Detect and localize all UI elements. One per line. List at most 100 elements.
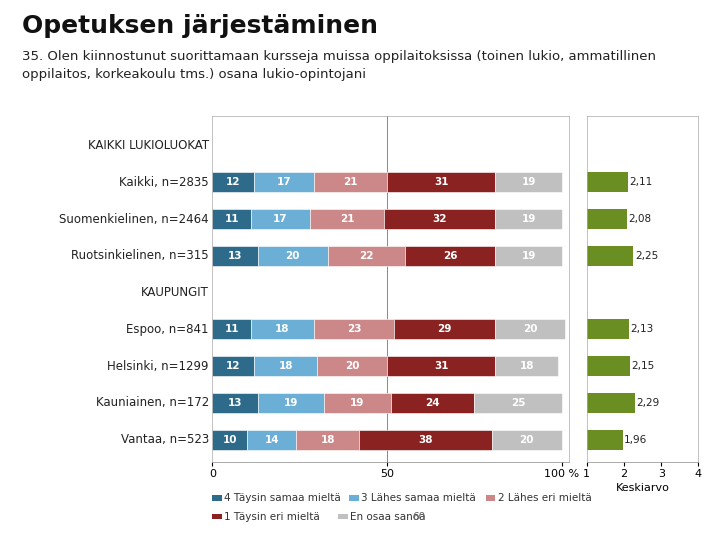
Text: 24: 24	[426, 398, 440, 408]
Bar	[212, 172, 254, 192]
Bar	[587, 246, 634, 266]
Bar	[258, 393, 324, 413]
Text: 4 Täysin samaa mieltä: 4 Täysin samaa mieltä	[224, 493, 341, 503]
Text: 26: 26	[443, 251, 457, 261]
Text: 31: 31	[434, 177, 449, 187]
Text: 12: 12	[226, 177, 240, 187]
Bar	[587, 393, 635, 413]
Bar	[587, 209, 627, 229]
Bar	[296, 429, 359, 450]
Text: 3 Lähes samaa mieltä: 3 Lähes samaa mieltä	[361, 493, 475, 503]
Text: 19: 19	[521, 214, 536, 224]
Text: Suomenkielinen, n=2464: Suomenkielinen, n=2464	[59, 213, 209, 226]
Bar	[212, 356, 254, 376]
Bar	[405, 246, 495, 266]
Bar	[212, 246, 258, 266]
Bar	[495, 172, 562, 192]
Bar	[384, 209, 495, 229]
Bar	[495, 209, 562, 229]
Text: Espoo, n=841: Espoo, n=841	[127, 323, 209, 336]
Bar	[248, 429, 296, 450]
Bar	[251, 209, 310, 229]
Bar	[254, 172, 314, 192]
Bar	[212, 429, 248, 450]
Text: Helsinki, n=1299: Helsinki, n=1299	[107, 360, 209, 373]
Bar	[314, 319, 394, 340]
Text: 11: 11	[225, 325, 239, 334]
Bar	[314, 172, 387, 192]
Text: 2,13: 2,13	[630, 325, 654, 334]
Bar	[495, 319, 565, 340]
Text: 20: 20	[520, 435, 534, 444]
Text: 10: 10	[222, 435, 237, 444]
Text: 11: 11	[225, 214, 239, 224]
Bar	[328, 246, 405, 266]
Text: 23: 23	[346, 325, 361, 334]
Bar	[492, 429, 562, 450]
Text: Vantaa, n=523: Vantaa, n=523	[121, 433, 209, 446]
Bar	[310, 209, 384, 229]
Bar	[212, 209, 251, 229]
Text: 19: 19	[521, 251, 536, 261]
X-axis label: Keskiarvo: Keskiarvo	[616, 483, 670, 493]
Bar	[251, 319, 314, 340]
Text: 18: 18	[275, 325, 289, 334]
Bar	[587, 172, 628, 192]
Bar	[359, 429, 492, 450]
Text: 20: 20	[523, 325, 538, 334]
Bar	[212, 393, 258, 413]
Text: 35. Olen kiinnostunut suorittamaan kursseja muissa oppilaitoksissa (toinen lukio: 35. Olen kiinnostunut suorittamaan kurss…	[22, 50, 656, 80]
Text: 60: 60	[412, 511, 425, 522]
Text: 2,29: 2,29	[636, 398, 660, 408]
Bar	[587, 429, 623, 450]
Text: 20: 20	[286, 251, 300, 261]
Bar	[212, 319, 251, 340]
Text: 18: 18	[279, 361, 293, 371]
Text: 17: 17	[276, 177, 292, 187]
Text: 22: 22	[359, 251, 374, 261]
Text: 20: 20	[345, 361, 359, 371]
Text: KAUPUNGIT: KAUPUNGIT	[141, 286, 209, 299]
Text: 18: 18	[520, 361, 534, 371]
Bar	[387, 172, 495, 192]
Text: Opetuksen järjestäminen: Opetuksen järjestäminen	[22, 14, 377, 37]
Bar	[387, 356, 495, 376]
Text: 14: 14	[264, 435, 279, 444]
Bar	[587, 319, 629, 340]
Text: 1,96: 1,96	[624, 435, 647, 444]
Text: 19: 19	[284, 398, 298, 408]
Text: Ruotsinkielinen, n=315: Ruotsinkielinen, n=315	[71, 249, 209, 262]
Bar	[474, 393, 562, 413]
Bar	[318, 356, 387, 376]
Text: 13: 13	[228, 251, 243, 261]
Text: 21: 21	[340, 214, 354, 224]
Text: 17: 17	[273, 214, 288, 224]
Text: 2,25: 2,25	[635, 251, 658, 261]
Text: Kaikki, n=2835: Kaikki, n=2835	[120, 176, 209, 189]
Bar	[258, 246, 328, 266]
Text: Kauniainen, n=172: Kauniainen, n=172	[96, 396, 209, 409]
Text: 13: 13	[228, 398, 243, 408]
Bar	[324, 393, 391, 413]
Bar	[254, 356, 318, 376]
Text: 21: 21	[343, 177, 358, 187]
Text: 2,15: 2,15	[631, 361, 654, 371]
Text: 2 Lähes eri mieltä: 2 Lähes eri mieltä	[498, 493, 591, 503]
Bar	[394, 319, 495, 340]
Bar	[391, 393, 474, 413]
Text: En osaa sanoa: En osaa sanoa	[350, 511, 426, 522]
Text: 19: 19	[350, 398, 364, 408]
Text: 2,11: 2,11	[629, 177, 653, 187]
Text: 29: 29	[438, 325, 452, 334]
Text: 12: 12	[226, 361, 240, 371]
Text: 25: 25	[511, 398, 526, 408]
Text: 38: 38	[418, 435, 433, 444]
Bar	[587, 356, 629, 376]
Text: 2,08: 2,08	[629, 214, 652, 224]
Text: 31: 31	[434, 361, 449, 371]
Text: 1 Täysin eri mieltä: 1 Täysin eri mieltä	[224, 511, 320, 522]
Bar	[495, 246, 562, 266]
Text: 32: 32	[432, 214, 447, 224]
Text: 18: 18	[320, 435, 335, 444]
Bar	[495, 356, 558, 376]
